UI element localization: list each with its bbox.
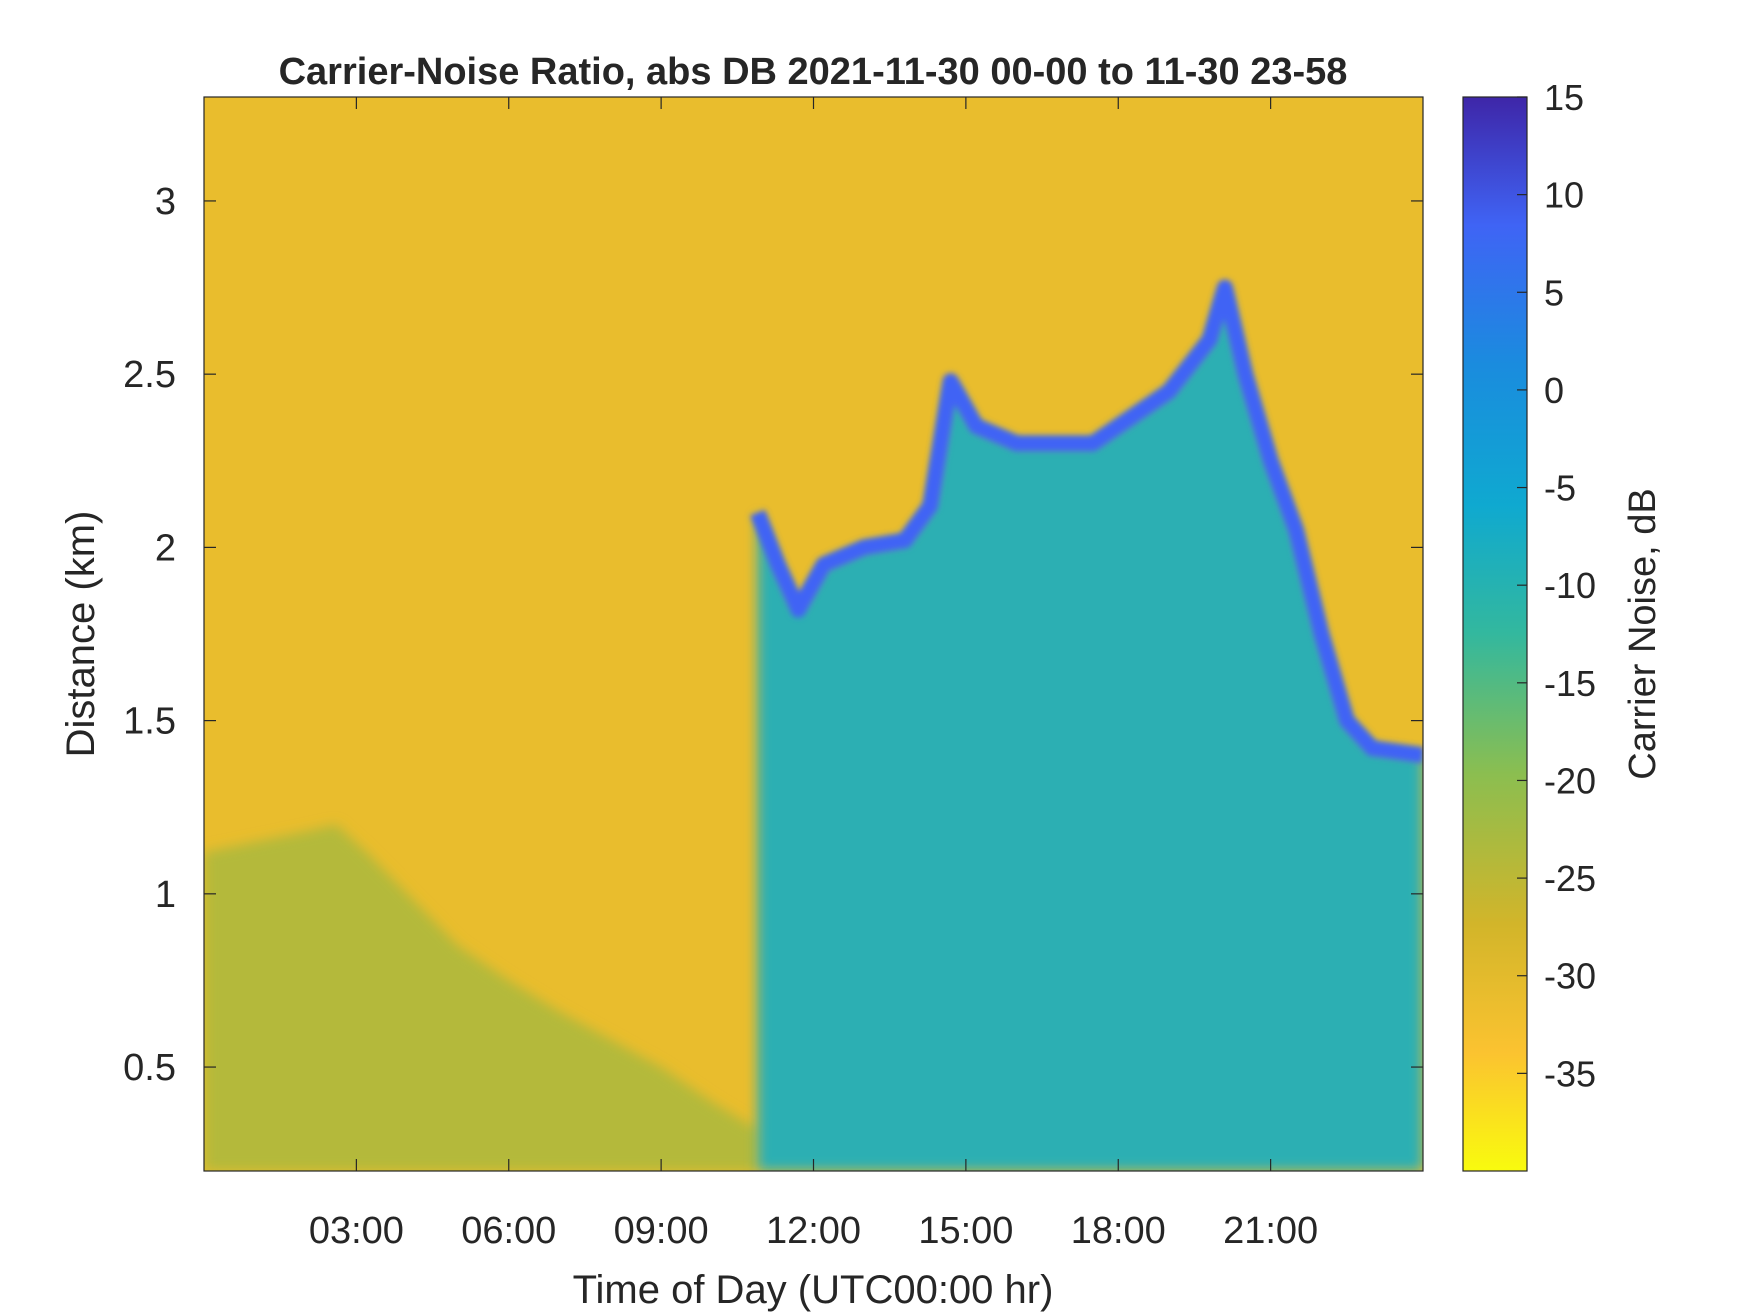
colorbar-label: Carrier Noise, dB	[1622, 488, 1664, 779]
colorbar-tick-label: 5	[1544, 272, 1564, 313]
colorbar-tick-label: -30	[1544, 956, 1596, 997]
y-axis-label: Distance (km)	[59, 511, 103, 758]
chart-title: Carrier-Noise Ratio, abs DB 2021-11-30 0…	[279, 51, 1348, 93]
colorbar-ticks: 15 10 5 0 -5 -10 -15 -20 -25 -30 -35	[1517, 77, 1596, 1094]
cloud-base-layer	[750, 279, 1423, 764]
colorbar-tick-label: 10	[1544, 175, 1584, 216]
x-tick-label: 21:00	[1223, 1210, 1318, 1252]
colorbar	[1462, 96, 1528, 1172]
boundary-layer-region	[204, 824, 758, 1171]
colorbar-tick-label: -5	[1544, 468, 1576, 509]
y-tick-label: 0.5	[123, 1047, 176, 1089]
colorbar-tick-label: -10	[1544, 565, 1596, 606]
colorbar-tick-label: 15	[1544, 77, 1584, 118]
y-tick-label: 2.5	[123, 354, 176, 396]
y-axis: 0.5 1 1.5 2 2.5 3	[123, 181, 1423, 1089]
mixed-layer-region	[757, 287, 1423, 1171]
colorbar-tick-label: 0	[1544, 370, 1564, 411]
colorbar-tick-label: -25	[1544, 858, 1596, 899]
x-axis-label: Time of Day (UTC00:00 hr)	[573, 1268, 1054, 1312]
y-tick-label: 3	[155, 181, 176, 223]
x-axis: 03:00 06:00 09:00 12:00 15:00 18:00 21:00	[309, 97, 1318, 1252]
heatmap-area	[204, 97, 1423, 1171]
y-tick-label: 1.5	[123, 701, 176, 743]
x-tick-label: 06:00	[461, 1210, 556, 1252]
x-tick-label: 15:00	[918, 1210, 1013, 1252]
x-tick-label: 03:00	[309, 1210, 404, 1252]
x-tick-label: 12:00	[766, 1210, 861, 1252]
colorbar-tick-label: -35	[1544, 1053, 1596, 1094]
x-tick-label: 18:00	[1071, 1210, 1166, 1252]
colorbar-tick-label: -20	[1544, 760, 1596, 801]
y-tick-label: 1	[155, 874, 176, 916]
x-tick-label: 09:00	[614, 1210, 709, 1252]
y-tick-label: 2	[155, 527, 176, 569]
colorbar-tick-label: -15	[1544, 663, 1596, 704]
